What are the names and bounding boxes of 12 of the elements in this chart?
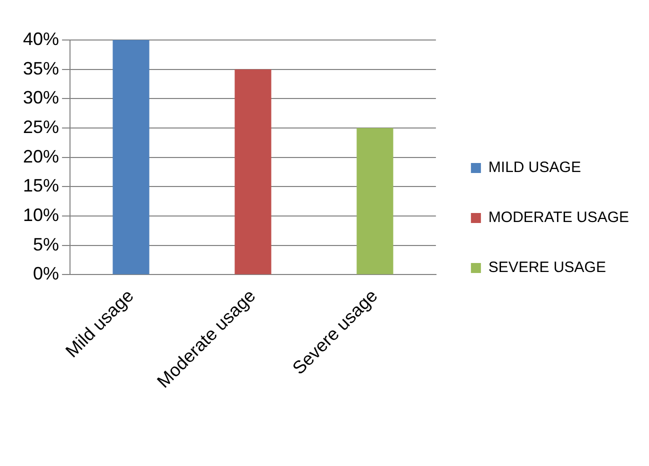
y-tick-label: 15% (22, 176, 60, 196)
y-tick-label: 5% (33, 234, 60, 254)
legend-label: MILD USAGE (488, 159, 581, 176)
y-tick-label: 0% (33, 264, 60, 284)
legend-label: MODERATE USAGE (488, 209, 630, 226)
y-tick-label: 35% (22, 58, 60, 78)
y-tick-label: 25% (22, 116, 60, 137)
y-tick-label: 20% (22, 146, 60, 166)
y-tick-label: 40% (22, 28, 60, 49)
y-tick-label: 10% (22, 205, 60, 226)
y-tick-label: 30% (22, 88, 60, 108)
legend-label: SEVERE USAGE (488, 259, 606, 276)
